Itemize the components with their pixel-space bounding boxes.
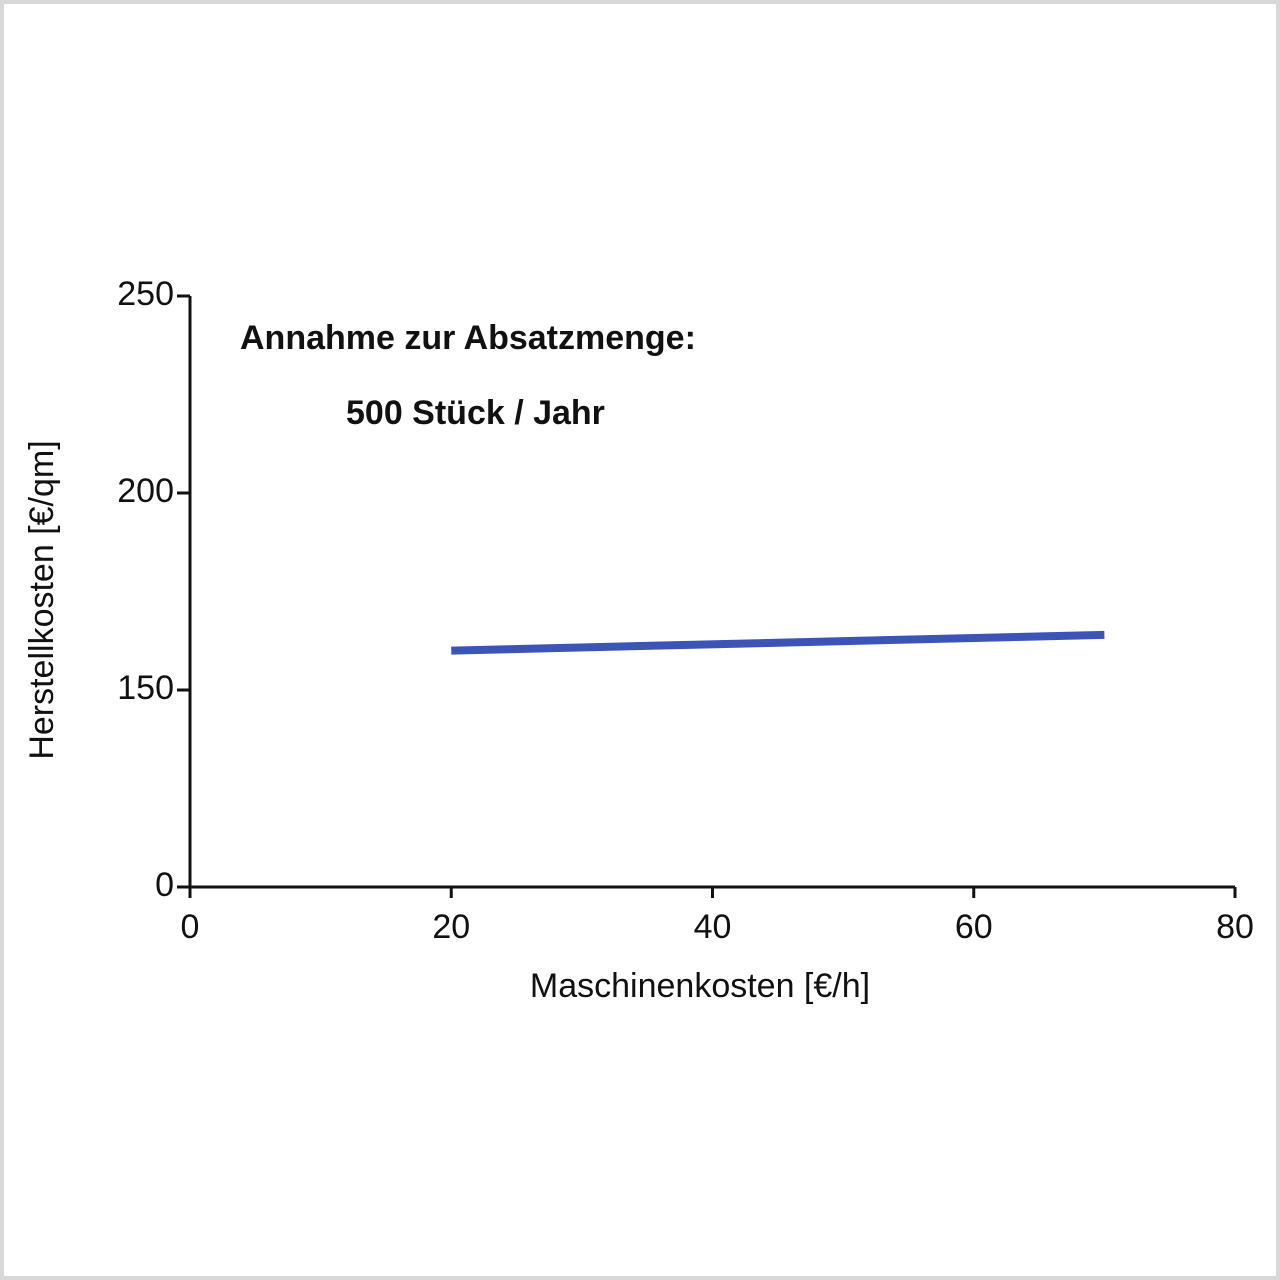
- x-tick-label: 80: [1216, 908, 1254, 946]
- x-tick-label: 20: [432, 908, 470, 946]
- line: [451, 630, 1105, 655]
- annotation: Annahme zur Absatzmenge:: [240, 319, 696, 357]
- y-tick-label: 0: [155, 866, 174, 904]
- x-tick-label: 40: [694, 908, 732, 946]
- annotation: 500 Stück / Jahr: [346, 394, 605, 432]
- x-axis-label: Maschinenkosten [€/h]: [530, 967, 870, 1005]
- x-tick-label: 0: [181, 908, 200, 946]
- y-axis-label: Herstellkosten [€/qm]: [23, 440, 61, 759]
- x-tick-label: 60: [955, 908, 993, 946]
- y-tick-label: 200: [117, 472, 174, 510]
- y-tick-label: 250: [117, 275, 174, 313]
- y-tick-label: 150: [117, 669, 174, 707]
